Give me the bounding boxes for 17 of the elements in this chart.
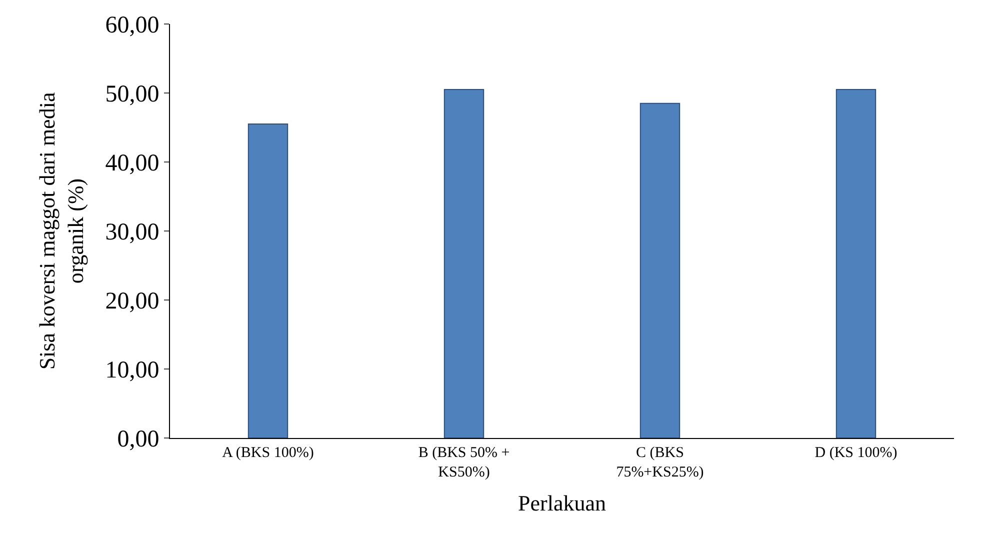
x-tick-label: C (BKS 75%+KS25%) — [616, 445, 704, 480]
y-tick-label: 50,00 — [105, 81, 160, 108]
bar — [444, 89, 484, 438]
y-tick-label: 30,00 — [105, 219, 160, 246]
x-axis-title: Perlakuan — [518, 490, 606, 516]
x-tick-label: A (BKS 100%) — [222, 445, 314, 461]
y-tick-label: 10,00 — [105, 357, 160, 384]
y-tick-label: 0,00 — [117, 426, 160, 452]
y-axis-title: Sisa koversi maggot dari media organik (%) — [34, 92, 88, 370]
bar — [836, 89, 876, 438]
y-tick-label: 20,00 — [105, 288, 160, 314]
x-tick-label: B (BKS 50% + KS50%) — [418, 445, 510, 480]
bar — [248, 124, 288, 438]
x-tick-label: D (KS 100%) — [814, 445, 898, 461]
y-tick-label: 40,00 — [105, 150, 160, 176]
y-tick-label: 60,00 — [105, 12, 160, 38]
bar — [640, 102, 680, 438]
